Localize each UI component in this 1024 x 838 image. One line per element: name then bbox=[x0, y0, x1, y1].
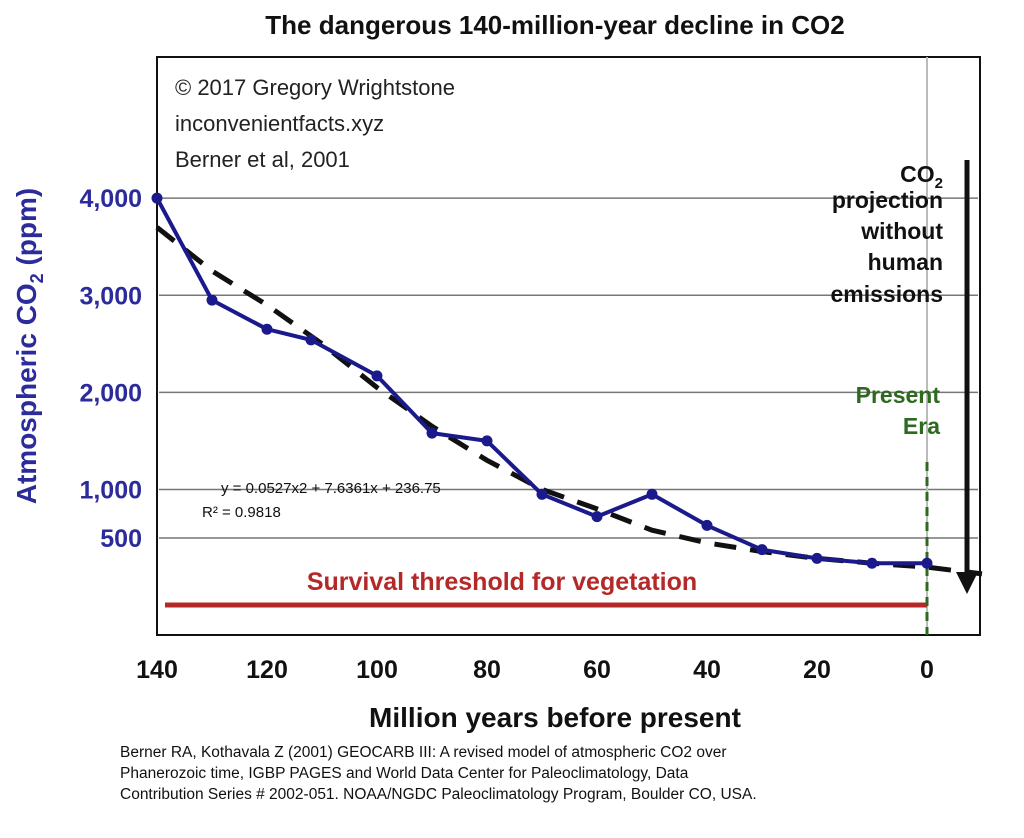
trend-r2: R² = 0.9818 bbox=[202, 504, 281, 521]
x-axis-ticks: 140 120 100 80 60 40 20 0 bbox=[136, 656, 934, 684]
gridlines bbox=[159, 197, 978, 539]
projection-line-4: human bbox=[868, 249, 943, 275]
present-era-line-1: Present bbox=[856, 382, 941, 408]
y-tick-label: 2,000 bbox=[79, 379, 142, 407]
y-tick-label: 500 bbox=[100, 525, 142, 553]
website-text: inconvenientfacts.xyz bbox=[175, 111, 384, 136]
chart-title: The dangerous 140-million-year decline i… bbox=[265, 10, 844, 40]
citation: Berner RA, Kothavala Z (2001) GEOCARB II… bbox=[120, 742, 1010, 805]
co2-series bbox=[151, 192, 933, 569]
source-text: Berner et al, 2001 bbox=[175, 147, 350, 172]
data-point bbox=[261, 323, 273, 335]
citation-line: Phanerozoic time, IGBP PAGES and World D… bbox=[120, 765, 689, 782]
plot-area bbox=[156, 56, 981, 636]
data-point bbox=[151, 192, 163, 204]
x-tick-label: 100 bbox=[356, 656, 398, 684]
data-point bbox=[536, 488, 548, 500]
y-tick-label: 4,000 bbox=[79, 185, 142, 213]
citation-line: Berner RA, Kothavala Z (2001) GEOCARB II… bbox=[120, 744, 727, 761]
x-tick-label: 140 bbox=[136, 656, 178, 684]
projection-line-1: CO2 bbox=[900, 161, 943, 192]
data-point bbox=[591, 511, 603, 523]
trend-equation: y = 0.0527x2 + 7.6361x + 236.75 bbox=[221, 480, 441, 497]
projection-line-5: emissions bbox=[831, 281, 944, 307]
y-tick-label: 3,000 bbox=[79, 282, 142, 310]
x-tick-label: 40 bbox=[693, 656, 721, 684]
x-axis-label: Million years before present bbox=[369, 702, 741, 733]
projection-arrow-head bbox=[956, 572, 978, 594]
citation-line: Contribution Series # 2002-051. NOAA/NGD… bbox=[120, 786, 757, 803]
data-point bbox=[371, 370, 383, 382]
data-point bbox=[756, 544, 768, 556]
x-tick-label: 0 bbox=[920, 656, 934, 684]
data-point bbox=[426, 427, 438, 439]
data-point bbox=[866, 557, 878, 569]
x-tick-label: 80 bbox=[473, 656, 501, 684]
present-era-line-2: Era bbox=[903, 413, 940, 439]
data-point bbox=[481, 435, 493, 447]
y-axis-ticks: 500 1,000 2,000 3,000 4,000 bbox=[79, 185, 142, 553]
data-point bbox=[701, 519, 713, 531]
y-tick-label: 1,000 bbox=[79, 476, 142, 504]
data-point bbox=[206, 294, 218, 306]
x-tick-label: 20 bbox=[803, 656, 831, 684]
y-axis-label: Atmospheric CO2 (ppm) bbox=[11, 188, 47, 504]
copyright-text: © 2017 Gregory Wrightstone bbox=[175, 75, 455, 100]
threshold-label: Survival threshold for vegetation bbox=[307, 568, 697, 596]
data-point bbox=[811, 552, 823, 564]
data-point bbox=[646, 488, 658, 500]
data-point bbox=[921, 557, 933, 569]
projection-line-3: without bbox=[860, 218, 943, 244]
x-tick-label: 60 bbox=[583, 656, 611, 684]
data-point bbox=[305, 334, 317, 346]
x-tick-label: 120 bbox=[246, 656, 288, 684]
projection-line-2: projection bbox=[832, 187, 943, 213]
